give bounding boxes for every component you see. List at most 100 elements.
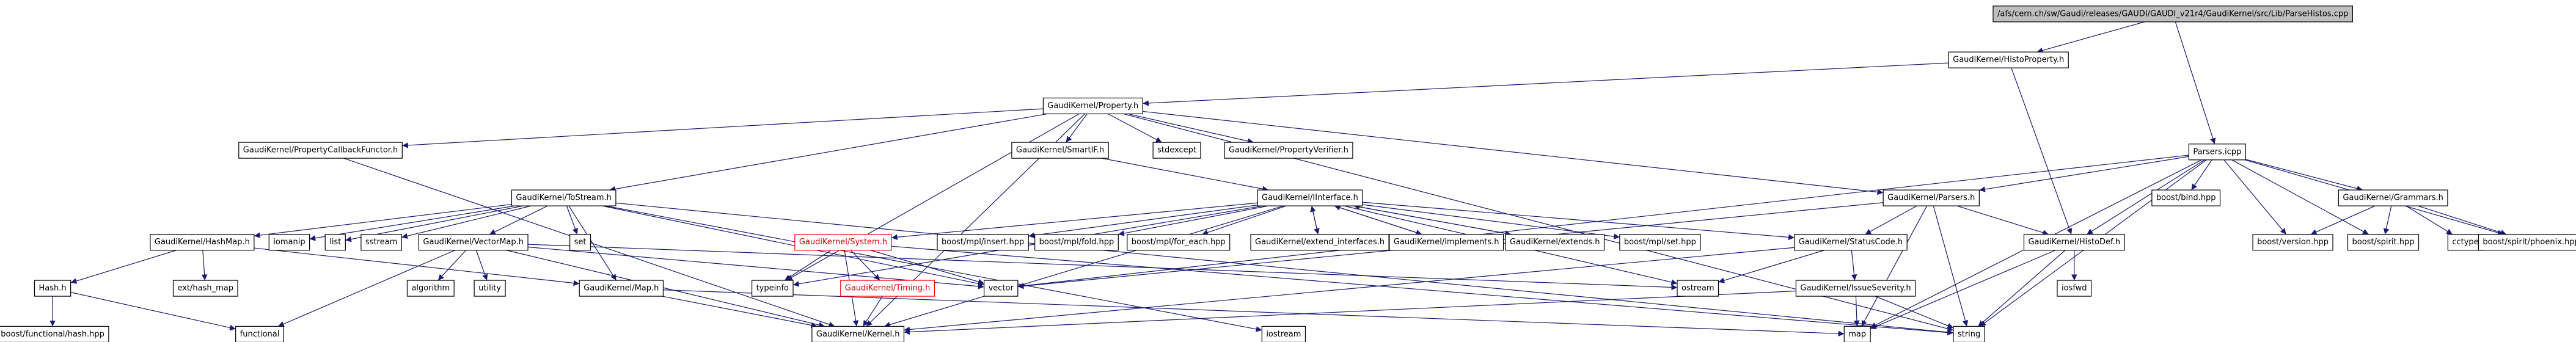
node-label: string <box>1958 330 1980 339</box>
edge <box>1978 250 2066 327</box>
node-label: boost/functional/hash.hpp <box>1 330 104 339</box>
edge <box>1956 205 2049 236</box>
node[interactable]: stdexcept <box>1152 142 1201 159</box>
node-label: /afs/cern.ch/sw/Gaudi/releases/GAUDI/GAU… <box>1997 9 2348 18</box>
edge <box>70 292 236 331</box>
node-box <box>511 189 617 206</box>
node[interactable]: GaudiKernel/PropertyVerifier.h <box>1224 142 1353 159</box>
node[interactable]: GaudiKernel/PropertyCallbackFunctor.h <box>238 142 403 159</box>
node[interactable]: functional <box>235 326 284 342</box>
node-label: functional <box>240 330 280 339</box>
node[interactable]: ostream <box>1677 280 1719 297</box>
node[interactable]: boost/spirit.hpp <box>2347 234 2420 251</box>
edge <box>870 250 984 285</box>
node-label: typeinfo <box>756 284 789 293</box>
edge <box>891 202 1258 241</box>
edge <box>2011 67 2073 235</box>
node[interactable]: GaudiKernel/implements.h <box>1389 234 1504 251</box>
node[interactable]: typeinfo <box>751 280 794 297</box>
edge <box>1066 114 1088 143</box>
node-box <box>268 234 310 251</box>
node[interactable]: iomanip <box>268 234 310 251</box>
edge <box>663 289 1845 337</box>
edge <box>2036 21 2145 54</box>
edge <box>904 247 1795 333</box>
node[interactable]: GaudiKernel/HashMap.h <box>150 234 255 251</box>
node[interactable]: boost/mpl/for_each.hpp <box>1127 234 1231 251</box>
node-label: boost/spirit.hpp <box>2352 238 2415 247</box>
edge <box>784 250 832 281</box>
node-box <box>0 326 109 342</box>
node[interactable]: GaudiKernel/Property.h <box>1042 97 1143 115</box>
node-box <box>406 280 455 297</box>
node[interactable]: utility <box>474 280 506 297</box>
edge <box>904 290 1796 335</box>
node[interactable]: GaudiKernel/extend_interfaces.h <box>1250 234 1389 251</box>
node-box <box>2057 280 2092 297</box>
node-label: GaudiKernel/extends.h <box>1510 238 1600 247</box>
edge <box>2417 205 2507 236</box>
node[interactable]: GaudiKernel/VectorMap.h <box>418 234 529 251</box>
node-box <box>1619 234 1701 251</box>
node[interactable]: GaudiKernel/ToStream.h <box>511 189 617 206</box>
node[interactable]: string <box>1953 326 1985 342</box>
node[interactable]: GaudiKernel/HistoProperty.h <box>1948 51 2069 68</box>
node-box <box>34 280 71 297</box>
edge <box>437 250 467 281</box>
node[interactable]: cctype <box>2447 234 2484 251</box>
node[interactable]: boost/bind.hpp <box>2151 189 2221 206</box>
node[interactable]: GaudiKernel/System.h <box>794 234 892 251</box>
node[interactable]: iostream <box>1261 326 1306 342</box>
node-label: GaudiKernel/Map.h <box>584 284 659 293</box>
node[interactable]: Parsers.icpp <box>2188 144 2246 161</box>
node[interactable]: GaudiKernel/Map.h <box>579 280 664 297</box>
node[interactable]: vector <box>983 280 1019 297</box>
edge <box>70 250 177 284</box>
node[interactable]: boost/mpl/fold.hpp <box>1034 234 1119 251</box>
node[interactable]: GaudiKernel/Grammars.h <box>2338 189 2448 206</box>
node[interactable]: boost/version.hpp <box>2252 234 2333 251</box>
node[interactable]: GaudiKernel/Kernel.h <box>811 326 905 342</box>
node-label: Hash.h <box>39 284 67 293</box>
node[interactable]: GaudiKernel/Timing.h <box>840 280 935 297</box>
node-box <box>983 280 1019 297</box>
node-box <box>1127 234 1231 251</box>
node[interactable]: algorithm <box>406 280 455 297</box>
node[interactable]: Hash.h <box>34 280 71 297</box>
node-box <box>1042 97 1143 115</box>
node[interactable]: GaudiKernel/SmartIF.h <box>1011 142 1109 159</box>
node[interactable]: boost/spirit/phoenix.hpp <box>2478 234 2576 251</box>
node[interactable]: list <box>324 234 346 251</box>
edge <box>1870 250 2056 329</box>
node[interactable]: map <box>1843 326 1871 342</box>
node[interactable]: boost/mpl/set.hpp <box>1619 234 1701 251</box>
node-label: boost/mpl/insert.hpp <box>942 238 1024 247</box>
node[interactable]: GaudiKernel/IssueSeverity.h <box>1795 280 1916 297</box>
node-box <box>360 234 402 251</box>
node-box <box>238 142 403 159</box>
node-label: GaudiKernel/Property.h <box>1047 101 1138 111</box>
node-label: algorithm <box>411 284 450 293</box>
node[interactable]: GaudiKernel/HistoDef.h <box>2023 234 2125 251</box>
node[interactable]: GaudiKernel/IInterface.h <box>1257 189 1363 206</box>
node[interactable]: GaudiKernel/StatusCode.h <box>1794 234 1908 251</box>
node[interactable]: GaudiKernel/Parsers.h <box>1883 189 1980 206</box>
edge <box>568 205 617 281</box>
edge <box>566 205 578 235</box>
node[interactable]: set <box>569 234 591 251</box>
node-box <box>1224 142 1353 159</box>
node[interactable]: /afs/cern.ch/sw/Gaudi/releases/GAUDI/GAU… <box>1992 5 2353 23</box>
node[interactable]: iosfwd <box>2057 280 2092 297</box>
node[interactable]: GaudiKernel/extends.h <box>1505 234 1605 251</box>
node[interactable]: sstream <box>360 234 402 251</box>
node-box <box>1953 326 1985 342</box>
edge <box>1118 205 1268 236</box>
node[interactable]: boost/mpl/insert.hpp <box>937 234 1029 251</box>
node-box <box>2252 234 2333 251</box>
node[interactable]: boost/functional/hash.hpp <box>0 326 109 342</box>
edge <box>1851 250 1857 281</box>
node[interactable]: ext/hash_map <box>172 280 238 297</box>
node-box <box>1795 280 1916 297</box>
edge <box>786 113 1080 281</box>
node-label: boost/mpl/set.hpp <box>1624 238 1696 247</box>
